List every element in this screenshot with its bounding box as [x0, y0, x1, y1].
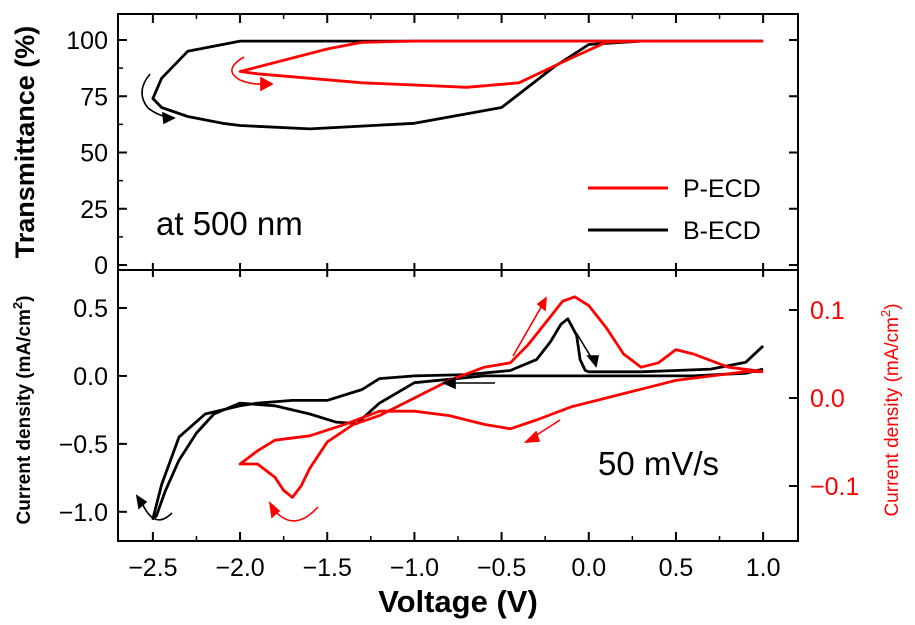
right-y-tick-label: 0.1 — [810, 297, 845, 325]
arrow-top-red-head — [260, 76, 274, 92]
current-line-p-ecd — [238, 295, 764, 499]
x-tick-label: −2.0 — [215, 554, 264, 582]
arrow-bottom-red-curve — [275, 506, 319, 522]
x-tick-label: 0.5 — [659, 554, 694, 582]
legend: P-ECD B-ECD — [588, 175, 761, 245]
transmittance-line-b-ecd — [151, 39, 764, 131]
bottom-y-axis-ticks: 0.5 0.0 −0.5 −1.0 — [59, 295, 127, 527]
top-y-axis-ticks: 0 25 50 75 100 — [66, 27, 798, 280]
bottom-y-label-main: Current density (mA/cm — [14, 309, 35, 524]
x-tick-label: 0.0 — [571, 554, 606, 582]
scan-rate-annotation: 50 mV/s — [598, 445, 719, 482]
right-y-tick-label: −0.1 — [810, 473, 859, 501]
arrow-bottom-red-curve-head — [268, 500, 281, 519]
bottom-y-tick-label: 0.5 — [73, 295, 108, 323]
current-line-b-ecd — [151, 317, 765, 520]
bottom-y-tick-label: −1.0 — [59, 499, 108, 527]
right-y-axis-ticks: 0.1 0.0 −0.1 — [789, 297, 859, 501]
bottom-plot-frame — [117, 269, 799, 542]
right-y-label-sup: 2 — [878, 310, 893, 317]
direction-arrows — [135, 56, 599, 522]
arrow-bottom-red-up-head — [536, 296, 547, 312]
series-layer — [151, 39, 765, 520]
arrow-bottom-red-up — [512, 301, 545, 357]
legend-label-p-ecd: P-ECD — [683, 175, 761, 203]
right-y-label-main: Current density (mA/cm — [882, 317, 903, 517]
bottom-y-label-end: ) — [14, 296, 35, 302]
legend-label-b-ecd: B-ECD — [683, 217, 761, 245]
arrow-bottom-black-down-head — [586, 355, 599, 368]
wavelength-annotation: at 500 nm — [156, 205, 303, 242]
bottom-y-label-sup: 2 — [10, 302, 25, 309]
bottom-y-axis-label: Current density (mA/cm2) — [10, 296, 35, 525]
black-arrows — [135, 73, 599, 521]
x-tick-label: −2.5 — [128, 554, 177, 582]
right-y-tick-label: 0.0 — [810, 385, 845, 413]
arrow-bottom-red-down-head — [523, 430, 541, 443]
top-y-axis-label: Transmittance (%) — [10, 26, 40, 259]
top-y-tick-label: 100 — [66, 27, 108, 55]
arrow-bottom-black-curve-head — [135, 494, 148, 510]
top-y-tick-label: 0 — [94, 252, 108, 280]
arrow-top-black-head — [162, 111, 176, 125]
x-tick-label: −1.5 — [303, 554, 352, 582]
arrow-top-black-curve — [141, 73, 173, 119]
bottom-y-tick-label: −0.5 — [59, 431, 108, 459]
x-tick-label: −1.0 — [390, 554, 439, 582]
transmittance-line-p-ecd — [238, 39, 764, 89]
bottom-y-tick-label: 0.0 — [73, 363, 108, 391]
right-y-axis-label: Current density (mA/cm2) — [878, 303, 903, 516]
x-tick-label: 1.0 — [746, 554, 781, 582]
top-y-tick-label: 25 — [80, 196, 108, 224]
arrow-bottom-black-curve — [142, 504, 173, 521]
red-arrows — [231, 56, 561, 522]
x-tick-label: −0.5 — [477, 554, 526, 582]
top-y-tick-label: 50 — [80, 140, 108, 168]
top-y-tick-label: 75 — [80, 83, 108, 111]
arrow-top-red-curve — [231, 56, 267, 85]
right-y-label-end: ) — [882, 303, 903, 309]
arrow-bottom-black-left-head — [442, 376, 456, 390]
x-axis-label: Voltage (V) — [378, 584, 538, 619]
x-axis-ticks: −2.5 −2.0 −1.5 −1.0 −0.5 0.0 0.5 1.0 — [128, 14, 781, 582]
